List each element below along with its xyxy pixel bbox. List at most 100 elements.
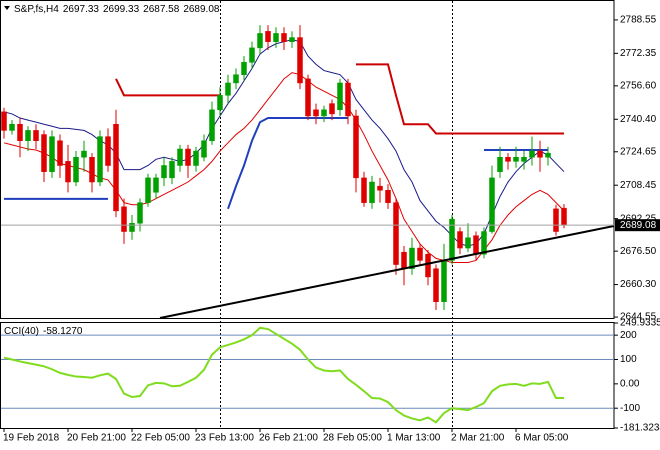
candle-body <box>529 150 535 158</box>
symbol: S&P,fs,H4 <box>14 4 59 15</box>
y-tick-label: -100 <box>620 403 640 414</box>
candle-body <box>545 152 551 158</box>
candle-body <box>209 109 215 141</box>
cci-current-value: -58.1270 <box>43 326 83 337</box>
header-close: 2689.08 <box>183 4 220 15</box>
candle-body <box>329 103 335 115</box>
candle-body <box>281 33 287 42</box>
candle-body <box>353 115 359 179</box>
candle-body <box>481 231 487 255</box>
candle-body <box>153 177 159 193</box>
candle-body <box>161 165 167 179</box>
candle-body <box>457 231 463 249</box>
candle-body <box>489 177 495 232</box>
candle-body <box>441 260 447 302</box>
y-tick-label: 0.00 <box>620 378 640 389</box>
candle-body <box>257 33 263 49</box>
y-tick-label: 2676.50 <box>620 246 657 257</box>
candle-body <box>449 218 455 261</box>
main-plot <box>1 25 614 318</box>
candle-body <box>177 148 183 166</box>
candle-body <box>25 130 31 141</box>
candle-body <box>337 82 343 111</box>
y-tick-label: 2708.45 <box>620 180 657 191</box>
candle-body <box>185 148 191 166</box>
cci-panel-frame <box>0 322 615 429</box>
trendline <box>159 224 614 318</box>
x-tick-label: 20 Feb 21:00 <box>67 433 126 444</box>
candle-body <box>313 109 319 117</box>
candle-body <box>385 190 391 203</box>
y-tick-label: 100 <box>620 354 637 365</box>
candle-body <box>113 123 119 212</box>
candle-body <box>369 181 375 203</box>
candle-body <box>97 136 103 183</box>
candle-body <box>553 208 559 232</box>
candle-body <box>137 202 143 224</box>
x-tick-label: 2 Mar 21:00 <box>451 433 505 444</box>
candle-body <box>305 78 311 117</box>
y-tick-label: 2692.25 <box>620 213 657 224</box>
candle-body <box>129 223 135 232</box>
price-box <box>615 219 660 232</box>
y-tick-label: 2756.60 <box>620 80 657 91</box>
candle-body <box>561 207 567 226</box>
cci-title: CCI(40) <box>4 326 39 337</box>
candle-body <box>89 156 95 183</box>
candle-body <box>401 251 407 269</box>
candle-body <box>321 109 327 117</box>
candle-body <box>273 33 279 42</box>
cci-plot <box>1 326 614 424</box>
candle-body <box>1 111 7 131</box>
header-arrow <box>4 6 10 10</box>
x-tick-label: 22 Feb 05:00 <box>131 433 190 444</box>
candle-body <box>377 185 383 191</box>
candle-body <box>289 37 295 42</box>
cci-header: CCI(40) -58.1270 <box>4 326 83 337</box>
x-tick-label: 26 Feb 21:00 <box>259 433 318 444</box>
candle-body <box>193 150 199 166</box>
candle-body <box>361 177 367 203</box>
candle-body <box>513 156 519 162</box>
overlay-line <box>115 63 564 135</box>
candle-body <box>537 150 543 158</box>
candle-body <box>409 247 415 269</box>
y-tick-label: -181.3234 <box>620 423 660 434</box>
candle-body <box>473 235 479 255</box>
candle-body <box>201 140 207 158</box>
main-panel-frame <box>0 0 615 319</box>
header-high: 2699.33 <box>103 4 140 15</box>
candle-body <box>121 206 127 232</box>
candle-body <box>393 202 399 265</box>
y-tick-label: 2660.30 <box>620 279 657 290</box>
candle-body <box>465 237 471 249</box>
candle-body <box>17 123 23 141</box>
candle-body <box>265 31 271 42</box>
x-tick-label: 28 Feb 05:00 <box>323 433 382 444</box>
candle-body <box>233 74 239 84</box>
candle-body <box>497 156 503 172</box>
candle-body <box>217 95 223 111</box>
header-open: 2697.33 <box>63 4 100 15</box>
candle-body <box>49 136 55 172</box>
x-tick-label: 6 Mar 05:00 <box>515 433 569 444</box>
candle-body <box>169 161 175 179</box>
candle-body <box>425 253 431 278</box>
candle-body <box>417 247 423 261</box>
header-low: 2687.58 <box>143 4 180 15</box>
candle-body <box>241 62 247 75</box>
y-tick-label: 2740.40 <box>620 114 657 125</box>
candle-body <box>105 136 111 166</box>
y-tick-label: 2788.55 <box>620 15 657 26</box>
y-tick-label: 249.9335 <box>620 318 660 329</box>
candle-body <box>249 47 255 63</box>
candle-body <box>33 130 39 141</box>
y-tick-label: 200 <box>620 330 637 341</box>
y-tick-label: 2644.55 <box>620 312 657 323</box>
candle-body <box>297 37 303 84</box>
candle-body <box>81 150 87 158</box>
cci-line <box>3 326 565 424</box>
candle-body <box>345 82 351 117</box>
x-tick-label: 23 Feb 13:00 <box>195 433 254 444</box>
